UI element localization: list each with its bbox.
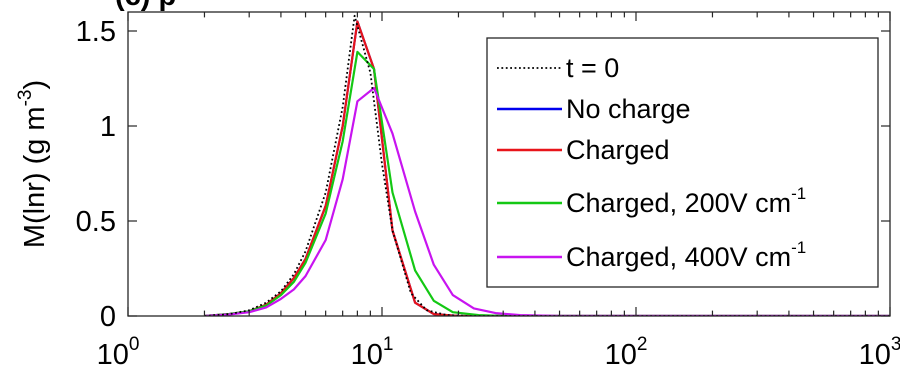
x-tick-label: 100 [97, 334, 140, 371]
y-tick-label: 0.5 [76, 206, 116, 238]
y-tick-label: 1 [100, 111, 116, 143]
axes: 100 101 102 103 0 0.5 1 1.5 [76, 11, 900, 371]
chart-title: (c) p [115, 0, 176, 12]
legend-label-3: Charged, 200V cm-1 [566, 184, 806, 218]
plot-frame [127, 11, 891, 317]
y-tick-label: 1.5 [76, 16, 116, 48]
legend-label-2: Charged [566, 135, 670, 165]
series-line-3 [204, 50, 890, 316]
legend-label-1: No charge [566, 94, 691, 124]
y-tick-label: 0 [100, 301, 116, 333]
x-tick-label: 103 [859, 334, 900, 371]
legend: t = 0 No charge Charged Charged, 200V cm-1 C… [486, 37, 879, 288]
y-axis-label: M(lnr) (g m-3) [15, 80, 51, 248]
x-tick-label: 102 [605, 334, 648, 371]
x-tick-label: 101 [351, 334, 394, 371]
legend-label-4: Charged, 400V cm-1 [566, 238, 806, 272]
legend-label-0: t = 0 [566, 53, 619, 83]
legend-box [486, 37, 879, 288]
series-layer [204, 14, 890, 316]
series-line-0 [204, 14, 890, 316]
